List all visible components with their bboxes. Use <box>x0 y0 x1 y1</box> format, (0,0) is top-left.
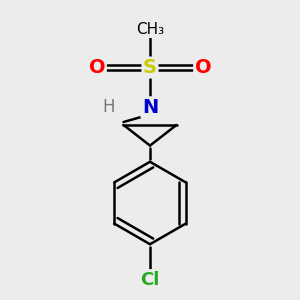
Text: Cl: Cl <box>140 271 160 289</box>
Text: O: O <box>89 58 105 77</box>
Text: CH₃: CH₃ <box>136 22 164 37</box>
Text: N: N <box>142 98 158 117</box>
Text: O: O <box>195 58 211 77</box>
Text: H: H <box>103 98 115 116</box>
Text: S: S <box>143 58 157 77</box>
